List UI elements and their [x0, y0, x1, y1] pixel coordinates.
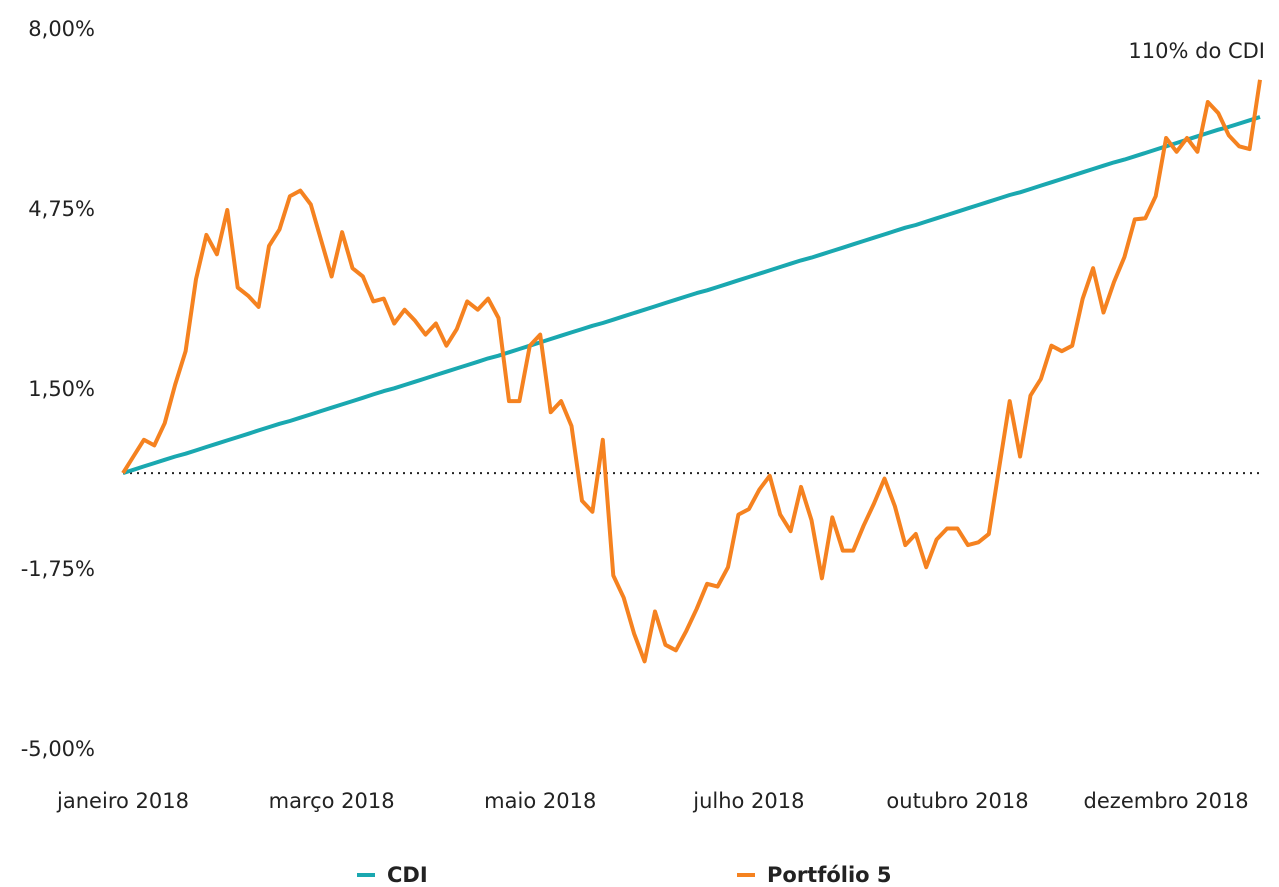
y-tick-label: -5,00%	[21, 737, 95, 761]
y-tick-label: 8,00%	[28, 17, 95, 41]
annotation: 110% do CDI	[1128, 39, 1265, 63]
y-tick-label: -1,75%	[21, 557, 95, 581]
x-tick-label: julho 2018	[692, 789, 804, 813]
series-line	[121, 79, 1262, 664]
series-line	[122, 115, 1261, 476]
legend-label: CDI	[387, 863, 428, 887]
y-tick-label: 1,50%	[28, 377, 95, 401]
x-tick-label: janeiro 2018	[56, 789, 189, 813]
x-tick-label: outubro 2018	[886, 789, 1028, 813]
x-tick-label: maio 2018	[484, 789, 596, 813]
y-tick-label: 4,75%	[28, 197, 95, 221]
x-tick-label: março 2018	[269, 789, 395, 813]
legend-label: Portfólio 5	[767, 863, 892, 887]
x-tick-label: dezembro 2018	[1084, 789, 1249, 813]
